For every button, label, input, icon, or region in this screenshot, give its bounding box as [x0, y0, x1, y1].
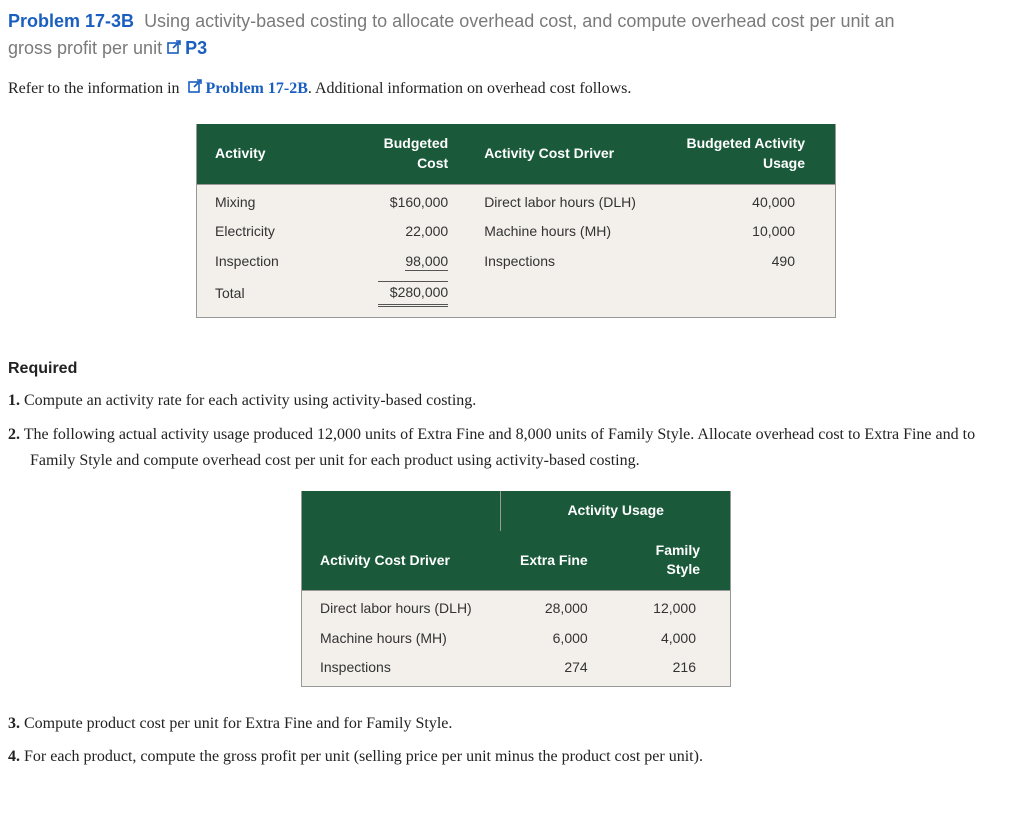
table-row: Direct labor hours (DLH) 28,000 12,000 [302, 590, 731, 623]
cell-family: 4,000 [606, 624, 731, 654]
table-row: Electricity 22,000 Machine hours (MH) 10… [197, 217, 836, 247]
cell-driver: Direct labor hours (DLH) [302, 590, 501, 623]
cell-driver: Machine hours (MH) [466, 217, 666, 247]
req-text-4: For each product, compute the gross prof… [24, 748, 703, 765]
cell-driver: Inspections [302, 653, 501, 686]
p3-badge: P3 [167, 38, 207, 58]
cell-cost-value: 98,000 [405, 253, 448, 271]
req-text-2: The following actual activity usage prod… [24, 426, 975, 469]
cell-cost: $160,000 [336, 184, 466, 217]
activity-usage-table: Activity Usage Activity Cost Driver Extr… [301, 491, 731, 687]
cell-extra: 28,000 [501, 590, 606, 623]
cell-cost: 98,000 [336, 247, 466, 277]
cell-total-cost: $280,000 [336, 276, 466, 317]
required-heading: Required [8, 358, 1024, 380]
cell-driver: Machine hours (MH) [302, 624, 501, 654]
list-item: 4. For each product, compute the gross p… [8, 744, 1024, 770]
external-link-icon [167, 37, 183, 53]
badge-text: P3 [185, 38, 207, 58]
cell-activity: Inspection [197, 247, 337, 277]
cell-activity: Mixing [197, 184, 337, 217]
col-extra-fine: Extra Fine [501, 531, 606, 591]
cell-cost: 22,000 [336, 217, 466, 247]
table-row: Machine hours (MH) 6,000 4,000 [302, 624, 731, 654]
cell-total-label: Total [197, 276, 337, 317]
refer-prefix: Refer to the information in [8, 80, 180, 97]
spanner-header: Activity Usage [501, 491, 731, 531]
problem-link[interactable]: Problem 17-2B [206, 80, 308, 97]
overhead-cost-table: Activity Budgeted Cost Activity Cost Dri… [196, 124, 836, 318]
table-row-total: Total $280,000 [197, 276, 836, 317]
req-text-3: Compute product cost per unit for Extra … [24, 715, 452, 732]
list-item: 1. Compute an activity rate for each act… [8, 388, 1024, 414]
cell-usage: 10,000 [666, 217, 836, 247]
list-item: 2. The following actual activity usage p… [8, 422, 1024, 473]
required-list: 1. Compute an activity rate for each act… [8, 388, 1024, 473]
cell-extra: 274 [501, 653, 606, 686]
refer-text: Refer to the information in Problem 17-2… [8, 78, 1024, 100]
blank-header [302, 491, 501, 531]
cell-activity: Electricity [197, 217, 337, 247]
cell-driver: Inspections [466, 247, 666, 277]
problem-header: Problem 17-3B Using activity-based costi… [8, 8, 1024, 62]
cell-family: 12,000 [606, 590, 731, 623]
table-row: Inspections 274 216 [302, 653, 731, 686]
cell-driver: Direct labor hours (DLH) [466, 184, 666, 217]
refer-suffix: . Additional information on overhead cos… [308, 80, 632, 97]
table-row: Inspection 98,000 Inspections 490 [197, 247, 836, 277]
col-family-style: Family Style [606, 531, 731, 591]
cell-usage: 490 [666, 247, 836, 277]
external-link-icon [188, 79, 204, 95]
required-list-cont: 3. Compute product cost per unit for Ext… [8, 711, 1024, 770]
table-row: Mixing $160,000 Direct labor hours (DLH)… [197, 184, 836, 217]
problem-title: Using activity-based costing to allocate… [144, 11, 894, 31]
total-cost-value: $280,000 [378, 281, 448, 307]
cell-extra: 6,000 [501, 624, 606, 654]
col-cost-driver: Activity Cost Driver [466, 124, 666, 184]
col-driver: Activity Cost Driver [302, 531, 501, 591]
req-text-1: Compute an activity rate for each activi… [24, 392, 476, 409]
col-activity: Activity [197, 124, 337, 184]
list-item: 3. Compute product cost per unit for Ext… [8, 711, 1024, 737]
col-budgeted-usage: Budgeted Activity Usage [666, 124, 836, 184]
cell-family: 216 [606, 653, 731, 686]
problem-number: Problem 17-3B [8, 11, 134, 31]
cell-usage: 40,000 [666, 184, 836, 217]
col-budgeted-cost: Budgeted Cost [336, 124, 466, 184]
problem-subtitle: gross profit per unit [8, 38, 162, 58]
